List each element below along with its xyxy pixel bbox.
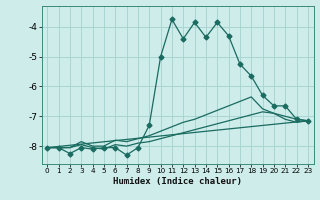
X-axis label: Humidex (Indice chaleur): Humidex (Indice chaleur) (113, 177, 242, 186)
